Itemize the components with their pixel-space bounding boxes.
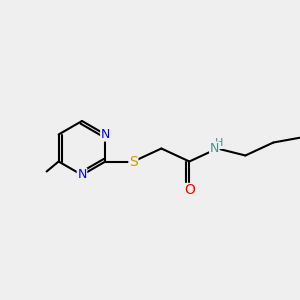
Text: H: H	[215, 139, 224, 148]
Text: N: N	[77, 169, 87, 182]
Text: S: S	[129, 154, 138, 169]
Text: N: N	[210, 142, 219, 155]
Text: N: N	[101, 128, 110, 141]
Text: O: O	[184, 184, 195, 197]
